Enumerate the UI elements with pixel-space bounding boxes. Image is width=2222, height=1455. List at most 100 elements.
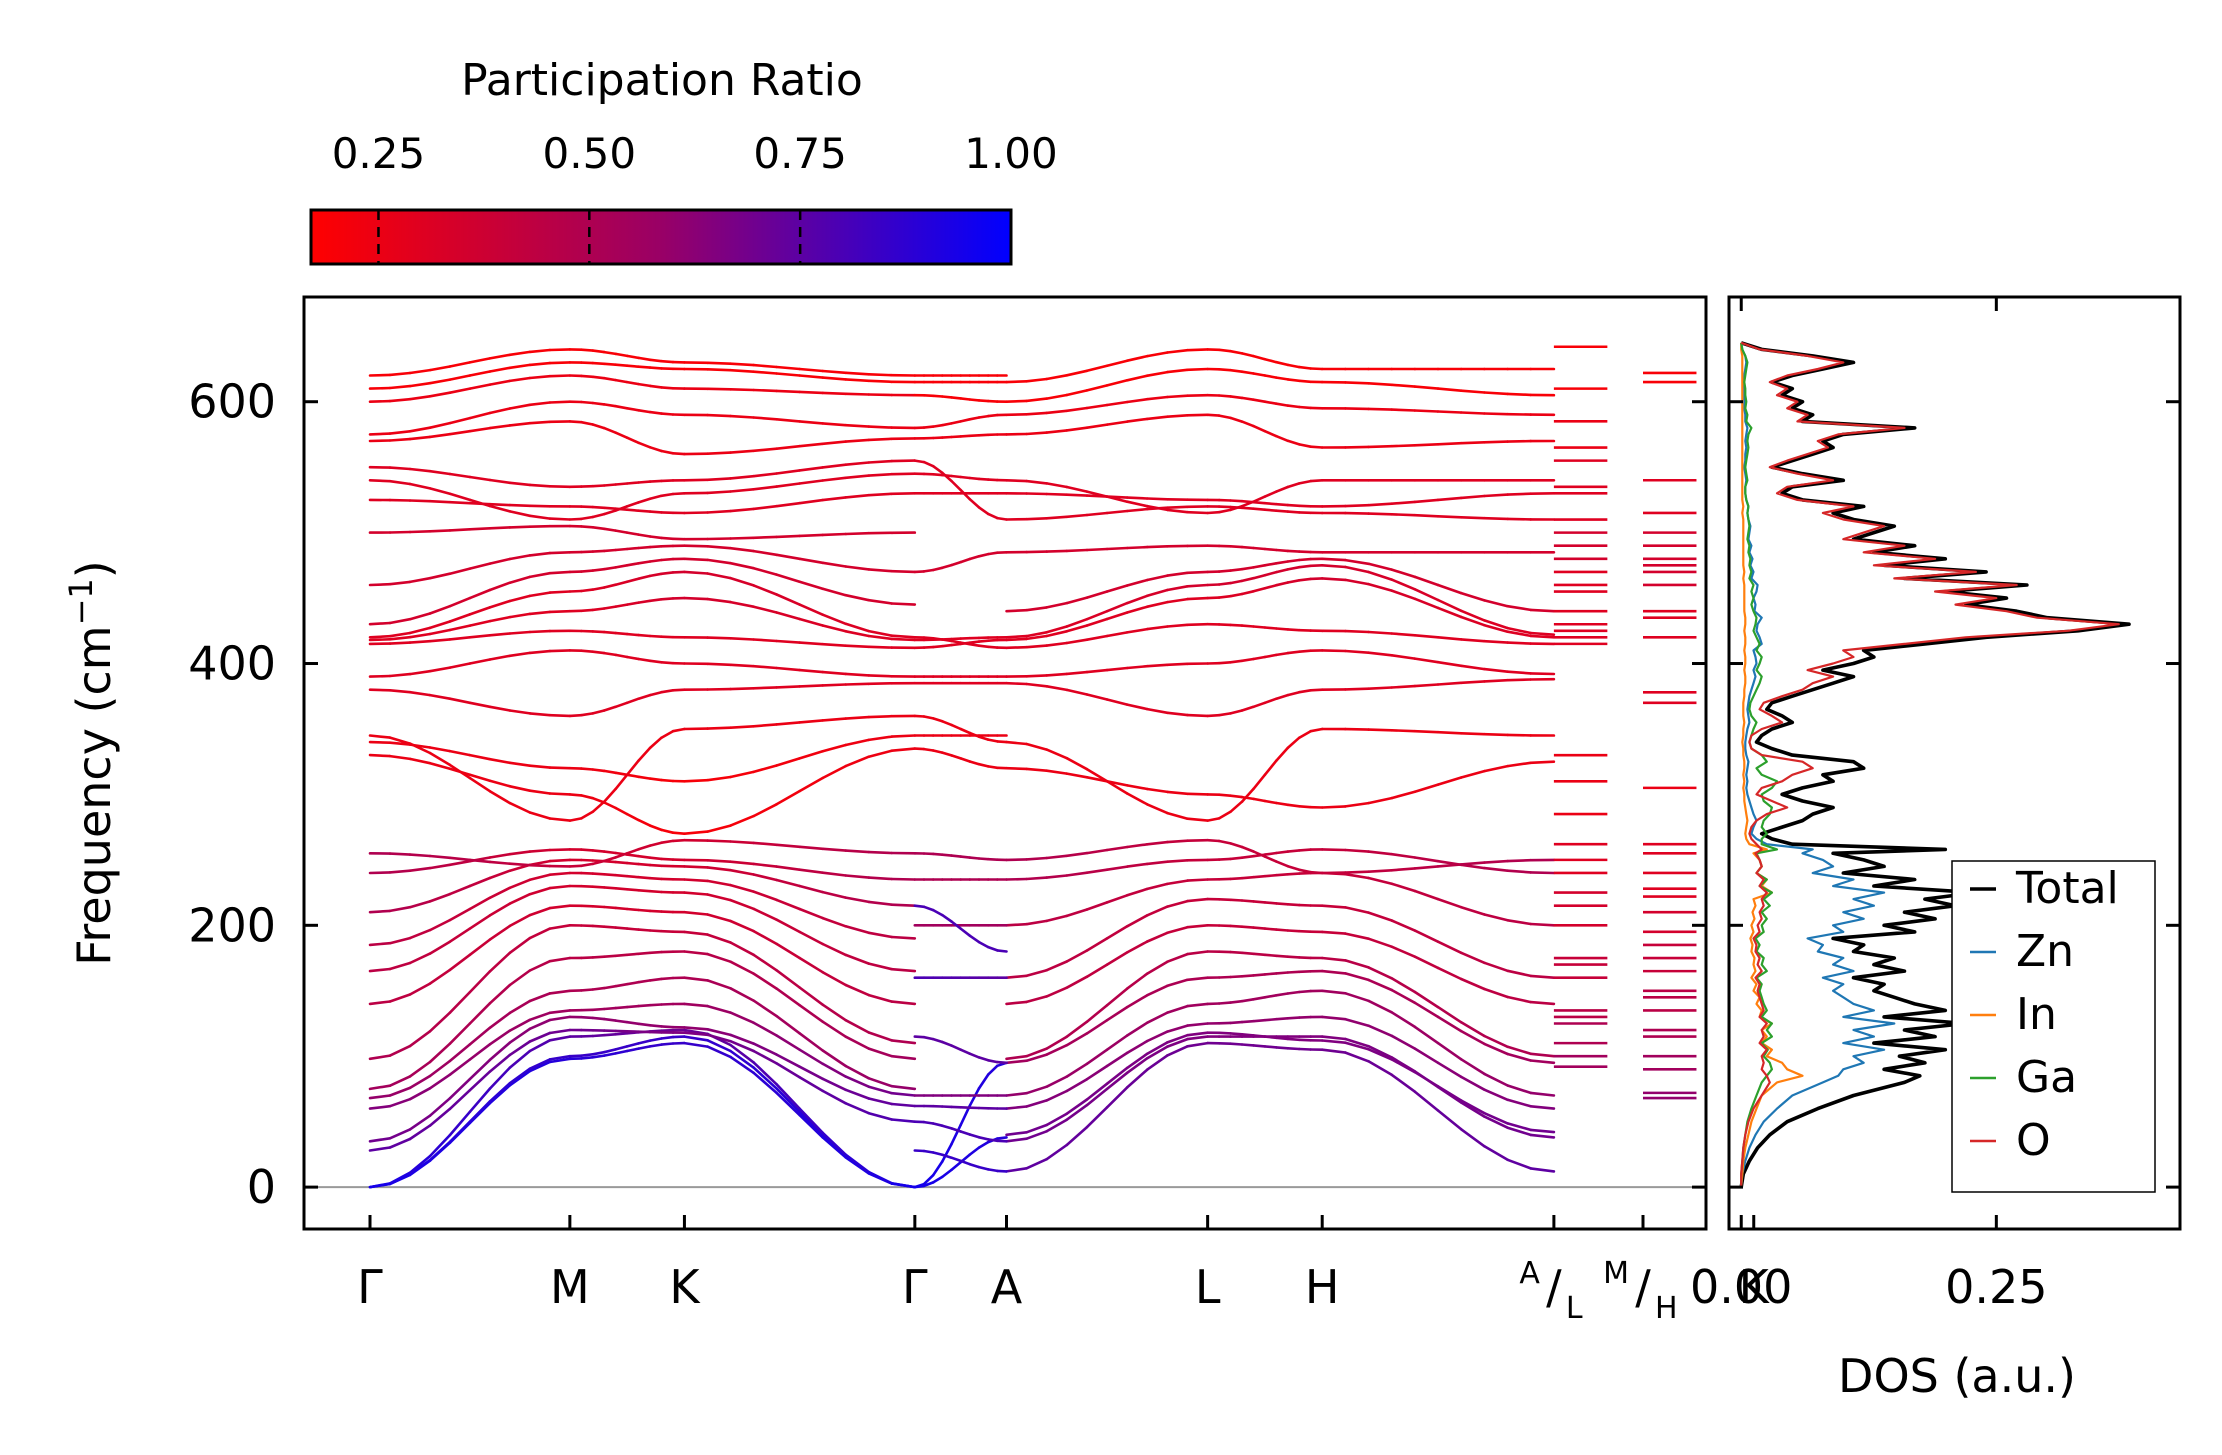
band-line bbox=[625, 773, 640, 779]
band-line bbox=[1186, 510, 1209, 515]
band-line bbox=[1025, 606, 1048, 612]
band-line bbox=[729, 474, 755, 480]
legend-label: Ga bbox=[2016, 1052, 2077, 1103]
band-line bbox=[1298, 379, 1312, 384]
band-line bbox=[1344, 727, 1370, 731]
band-line bbox=[1166, 858, 1189, 864]
band-line bbox=[1065, 1098, 1089, 1115]
band-line bbox=[528, 886, 552, 896]
band-line bbox=[1298, 688, 1312, 694]
band-line bbox=[775, 1053, 801, 1068]
band-line bbox=[1275, 801, 1290, 807]
band-line bbox=[844, 531, 871, 536]
band-line bbox=[729, 576, 755, 587]
band-line bbox=[1166, 1037, 1189, 1048]
band-line bbox=[528, 873, 552, 882]
band-line bbox=[729, 868, 755, 876]
band-line bbox=[602, 362, 618, 367]
band-line bbox=[428, 918, 452, 932]
band-line bbox=[448, 953, 472, 972]
band-line bbox=[1529, 1105, 1556, 1110]
band-line bbox=[614, 982, 629, 988]
band-line bbox=[568, 864, 583, 868]
band-line bbox=[1286, 803, 1301, 808]
band-line bbox=[1298, 550, 1312, 554]
band-line bbox=[729, 487, 755, 493]
band-line bbox=[706, 1004, 732, 1014]
band-line bbox=[1105, 1005, 1129, 1022]
band-line bbox=[1045, 986, 1069, 998]
band-line bbox=[798, 930, 825, 946]
band-line bbox=[368, 941, 392, 947]
band-line bbox=[428, 529, 452, 533]
band-line bbox=[1275, 850, 1290, 855]
band-line bbox=[1286, 955, 1301, 959]
band-line bbox=[528, 504, 552, 508]
band-line bbox=[968, 1087, 981, 1107]
band-line bbox=[408, 853, 432, 858]
band-line bbox=[1005, 634, 1028, 639]
band-line bbox=[1229, 950, 1244, 955]
band-line bbox=[508, 376, 532, 383]
band-line bbox=[683, 511, 709, 515]
band-line bbox=[1085, 1106, 1109, 1129]
band-line bbox=[867, 1170, 894, 1185]
band-line bbox=[528, 551, 552, 557]
band-line bbox=[602, 954, 618, 959]
band-line bbox=[706, 597, 732, 604]
band-line bbox=[614, 851, 629, 859]
band-line bbox=[968, 497, 981, 509]
band-line bbox=[1459, 664, 1486, 671]
band-line bbox=[1146, 370, 1169, 378]
band-line bbox=[1229, 579, 1244, 585]
band-line bbox=[867, 634, 894, 641]
band-line bbox=[428, 751, 452, 767]
band-line bbox=[752, 929, 778, 946]
band-line bbox=[844, 474, 871, 480]
band-line bbox=[637, 979, 652, 984]
band-line bbox=[648, 863, 663, 868]
band-line bbox=[1045, 409, 1069, 415]
band-line bbox=[591, 375, 606, 380]
band-line bbox=[508, 630, 532, 635]
band-line bbox=[1105, 584, 1129, 593]
band-line bbox=[591, 361, 606, 366]
band-line bbox=[752, 447, 778, 453]
band-line bbox=[528, 483, 552, 488]
band-line bbox=[528, 420, 552, 425]
band-line bbox=[591, 630, 606, 634]
band-line bbox=[1229, 623, 1244, 627]
band-line bbox=[660, 778, 675, 783]
band-line bbox=[637, 1022, 652, 1027]
band-line bbox=[1286, 650, 1301, 655]
band-line bbox=[1390, 684, 1417, 689]
band-line bbox=[579, 810, 595, 820]
band-line bbox=[683, 950, 709, 956]
band-line bbox=[798, 580, 825, 591]
band-line bbox=[729, 1049, 755, 1069]
band-line bbox=[602, 483, 618, 487]
band-line bbox=[671, 688, 686, 692]
band-line bbox=[1229, 898, 1244, 902]
band-line bbox=[706, 839, 732, 843]
band-line bbox=[1166, 662, 1189, 667]
band-line bbox=[1367, 937, 1393, 949]
band-line bbox=[1105, 1086, 1129, 1109]
band-line bbox=[1146, 1054, 1169, 1071]
band-line bbox=[1275, 872, 1290, 877]
band-line bbox=[1105, 546, 1129, 551]
k-point-label: H bbox=[1305, 1260, 1340, 1314]
band-line bbox=[648, 659, 663, 664]
band-line bbox=[775, 444, 801, 451]
band-line bbox=[625, 481, 640, 485]
band-line bbox=[1344, 445, 1370, 449]
band-line bbox=[591, 512, 606, 519]
band-line bbox=[548, 570, 572, 575]
band-line bbox=[1298, 804, 1312, 809]
band-line bbox=[1065, 596, 1089, 605]
band-line bbox=[821, 376, 848, 381]
band-line bbox=[931, 423, 944, 428]
band-line bbox=[968, 640, 981, 645]
band-line bbox=[1263, 508, 1278, 513]
band-line bbox=[1217, 839, 1232, 845]
